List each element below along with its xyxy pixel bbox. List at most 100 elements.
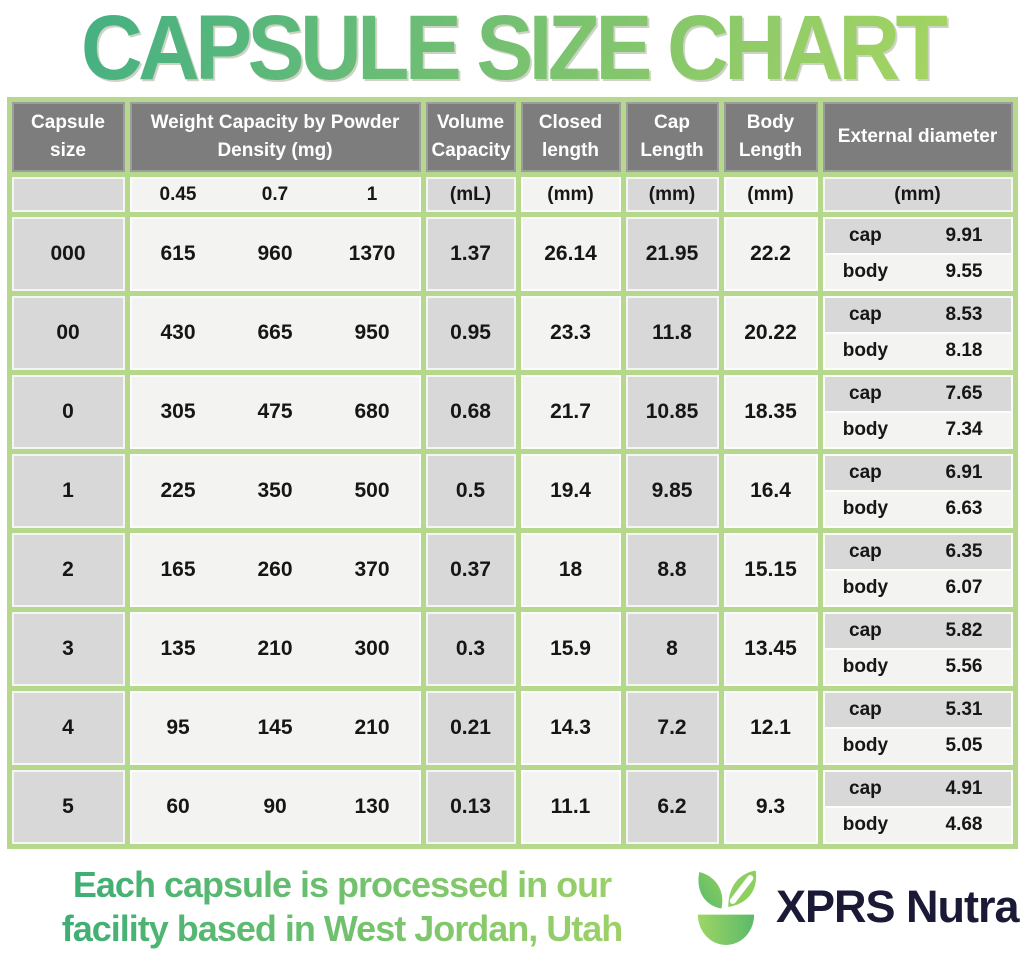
weight-1-value: 370 <box>354 558 390 581</box>
external-diameter-cell: cap 6.35 body 6.07 <box>822 533 1013 607</box>
cap-length-cell: 8 <box>625 612 719 686</box>
weight-capacity-cell: 305 475 680 <box>129 375 421 449</box>
cap-diameter-value: 6.35 <box>945 541 983 562</box>
external-diameter-cap-row: cap 5.82 <box>824 614 1011 648</box>
weight-07-value: 475 <box>257 400 293 423</box>
closed-length-cell: 21.7 <box>520 375 621 449</box>
external-diameter-body-row: body 4.68 <box>824 808 1011 842</box>
density-0-45-label: 0.45 <box>159 183 197 205</box>
weight-045-value: 225 <box>160 479 196 502</box>
capsule-size-cell: 0 <box>11 375 125 449</box>
body-length-cell: 22.2 <box>723 217 818 291</box>
weight-1-value: 210 <box>354 716 390 739</box>
weight-07-value: 350 <box>257 479 293 502</box>
weight-1-value: 300 <box>354 637 390 660</box>
weight-045-value: 430 <box>160 321 196 344</box>
weight-07-value: 145 <box>257 716 293 739</box>
external-diameter-cap-row: cap 7.65 <box>824 377 1011 411</box>
leaf-bowl-icon <box>697 870 757 945</box>
body-length-cell: 20.22 <box>723 296 818 370</box>
closed-length-cell: 26.14 <box>520 217 621 291</box>
weight-07-value: 260 <box>257 558 293 581</box>
body-diameter-value: 5.05 <box>945 735 983 756</box>
weight-capacity-cell: 165 260 370 <box>129 533 421 607</box>
weight-045-value: 165 <box>160 558 196 581</box>
facility-note: Each capsule is processed in our facilit… <box>8 863 676 951</box>
table-row: 3 135 210 300 0.3 15.9 8 13.45 cap 5.82 … <box>11 612 1013 686</box>
body-label: body <box>842 261 889 282</box>
closed-length-cell: 23.3 <box>520 296 621 370</box>
volume-capacity-cell: 0.3 <box>425 612 516 686</box>
table-row: 00 430 665 950 0.95 23.3 11.8 20.22 cap … <box>11 296 1013 370</box>
weight-capacity-cell: 135 210 300 <box>129 612 421 686</box>
cap-length-cell: 21.95 <box>625 217 719 291</box>
capsule-size-cell: 3 <box>11 612 125 686</box>
volume-capacity-cell: 0.13 <box>425 770 516 844</box>
table-row: 000 615 960 1370 1.37 26.14 21.95 22.2 c… <box>11 217 1013 291</box>
table-row: 5 60 90 130 0.13 11.1 6.2 9.3 cap 4.91 b… <box>11 770 1013 844</box>
volume-capacity-cell: 0.37 <box>425 533 516 607</box>
unit-powder-densities: 0.45 0.7 1 <box>129 177 421 212</box>
weight-1-value: 500 <box>354 479 390 502</box>
body-label: body <box>842 419 889 440</box>
external-diameter-body-row: body 8.18 <box>824 334 1011 368</box>
external-diameter-body-row: body 9.55 <box>824 255 1011 289</box>
cap-length-cell: 6.2 <box>625 770 719 844</box>
unit-cap-mm: (mm) <box>625 177 719 212</box>
external-diameter-cell: cap 5.31 body 5.05 <box>822 691 1013 765</box>
col-header-weight-capacity: Weight Capacity by Powder Density (mg) <box>129 102 421 172</box>
table-row: 4 95 145 210 0.21 14.3 7.2 12.1 cap 5.31… <box>11 691 1013 765</box>
cap-diameter-value: 8.53 <box>945 304 983 325</box>
cap-diameter-value: 7.65 <box>945 383 983 404</box>
capsule-size-cell: 4 <box>11 691 125 765</box>
body-diameter-value: 5.56 <box>945 656 983 677</box>
capsule-size-cell: 5 <box>11 770 125 844</box>
body-length-cell: 9.3 <box>723 770 818 844</box>
external-diameter-cell: cap 7.65 body 7.34 <box>822 375 1013 449</box>
closed-length-cell: 19.4 <box>520 454 621 528</box>
weight-capacity-cell: 95 145 210 <box>129 691 421 765</box>
weight-045-value: 95 <box>166 716 190 739</box>
external-diameter-cell: cap 5.82 body 5.56 <box>822 612 1013 686</box>
body-diameter-value: 7.34 <box>945 419 983 440</box>
cap-diameter-value: 5.31 <box>945 699 983 720</box>
body-length-cell: 13.45 <box>723 612 818 686</box>
external-diameter-cap-row: cap 4.91 <box>824 772 1011 806</box>
body-length-cell: 18.35 <box>723 375 818 449</box>
weight-1-value: 680 <box>354 400 390 423</box>
density-1-label: 1 <box>366 183 378 205</box>
units-row: 0.45 0.7 1 (mL) (mm) (mm) (mm) (mm) <box>11 177 1013 212</box>
table-row: 2 165 260 370 0.37 18 8.8 15.15 cap 6.35… <box>11 533 1013 607</box>
col-header-body-length: Body Length <box>723 102 818 172</box>
weight-07-value: 960 <box>257 242 293 265</box>
cap-label: cap <box>849 620 882 641</box>
body-label: body <box>842 498 889 519</box>
volume-capacity-cell: 1.37 <box>425 217 516 291</box>
unit-empty-cell <box>11 177 125 212</box>
volume-capacity-cell: 0.21 <box>425 691 516 765</box>
weight-capacity-cell: 615 960 1370 <box>129 217 421 291</box>
external-diameter-cell: cap 9.91 body 9.55 <box>822 217 1013 291</box>
cap-diameter-value: 6.91 <box>945 462 983 483</box>
capsule-size-cell: 1 <box>11 454 125 528</box>
unit-volume-ml: (mL) <box>425 177 516 212</box>
external-diameter-cell: cap 6.91 body 6.63 <box>822 454 1013 528</box>
weight-045-value: 60 <box>166 795 190 818</box>
volume-capacity-cell: 0.5 <box>425 454 516 528</box>
weight-capacity-cell: 60 90 130 <box>129 770 421 844</box>
external-diameter-cap-row: cap 6.35 <box>824 535 1011 569</box>
body-length-cell: 12.1 <box>723 691 818 765</box>
external-diameter-body-row: body 6.63 <box>824 492 1011 526</box>
unit-closed-mm: (mm) <box>520 177 621 212</box>
capsule-size-table: Capsule size Weight Capacity by Powder D… <box>6 97 1018 849</box>
external-diameter-body-row: body 7.34 <box>824 413 1011 447</box>
body-label: body <box>842 656 889 677</box>
external-diameter-cap-row: cap 5.31 <box>824 693 1011 727</box>
brand-name: XPRS Nutra <box>776 880 1020 932</box>
body-diameter-value: 6.07 <box>945 577 983 598</box>
body-label: body <box>842 340 889 361</box>
cap-diameter-value: 5.82 <box>945 620 983 641</box>
weight-capacity-cell: 225 350 500 <box>129 454 421 528</box>
weight-07-value: 665 <box>257 321 293 344</box>
